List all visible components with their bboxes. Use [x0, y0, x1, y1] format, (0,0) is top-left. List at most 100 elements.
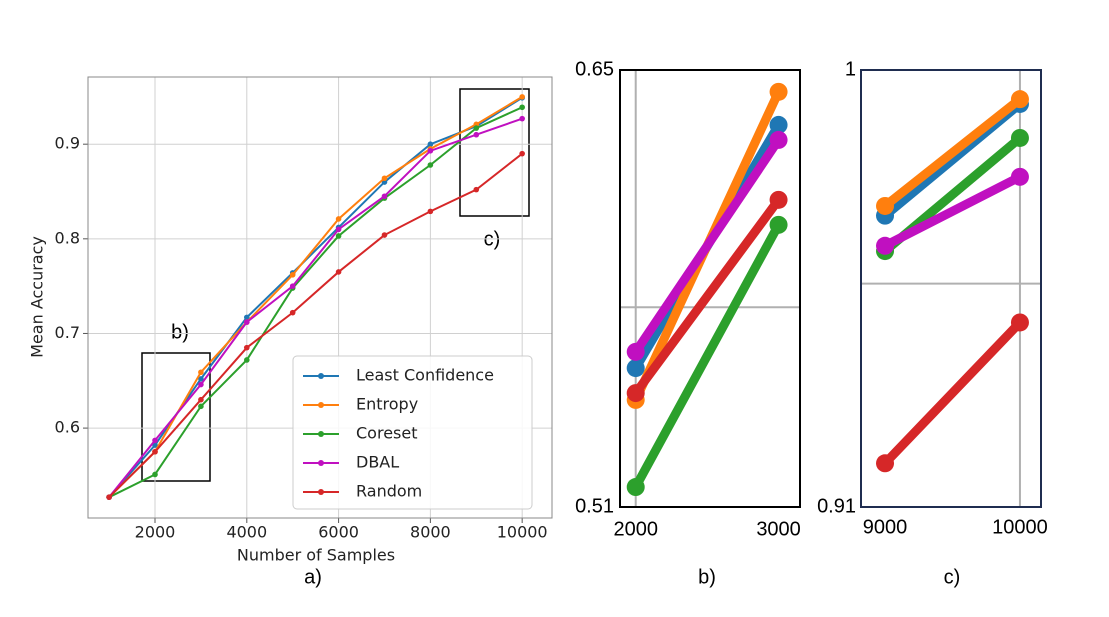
point	[152, 471, 158, 478]
point	[243, 319, 250, 325]
zoom-box-c	[459, 88, 530, 217]
legend-swatch	[318, 373, 324, 379]
point	[289, 283, 296, 289]
x-tick-label: 8000	[410, 523, 451, 542]
point	[626, 342, 645, 361]
series-line	[631, 135, 784, 357]
point	[473, 125, 480, 131]
y-tick-label: 0.7	[55, 323, 80, 342]
point	[1010, 313, 1029, 332]
y-tick-label: 0.51	[575, 495, 614, 517]
plot-frame	[860, 69, 1042, 508]
x-tick-label: 4000	[226, 523, 267, 542]
plot-frame	[619, 69, 801, 508]
series-line	[880, 94, 1025, 211]
point	[152, 442, 158, 448]
point	[769, 190, 788, 209]
legend-box	[292, 355, 533, 510]
point	[289, 271, 296, 278]
point	[626, 384, 645, 403]
point	[243, 314, 250, 321]
point	[381, 232, 388, 238]
point	[198, 376, 204, 382]
plot-frame	[87, 76, 553, 519]
point	[335, 216, 342, 222]
point	[519, 150, 525, 157]
series-line	[631, 220, 784, 492]
series-line	[880, 317, 1025, 468]
series-line	[108, 152, 524, 499]
x-tick-label: 6000	[318, 523, 359, 542]
series-line	[108, 106, 524, 499]
plot-area	[106, 94, 525, 500]
point	[1010, 167, 1029, 186]
point	[335, 226, 342, 233]
point	[243, 357, 250, 363]
point	[427, 141, 434, 147]
point	[198, 403, 204, 410]
legend-swatch	[318, 402, 324, 408]
legend-swatch	[318, 460, 324, 466]
y-tick-label: 0.91	[817, 495, 856, 517]
point	[243, 344, 250, 351]
point	[335, 233, 342, 239]
y-axis-label: Mean Accuracy	[28, 236, 47, 358]
point	[152, 448, 158, 455]
plot-area	[876, 90, 1029, 473]
point	[381, 193, 388, 200]
point	[876, 454, 895, 473]
point	[198, 396, 204, 403]
point	[519, 115, 525, 122]
legend-label: Entropy	[356, 395, 418, 414]
legend-swatch	[318, 431, 324, 437]
point	[519, 104, 525, 111]
panel-caption: a)	[304, 566, 322, 588]
y-tick-label: 1	[845, 58, 856, 80]
x-tick-label: 3000	[756, 518, 801, 540]
point	[626, 478, 645, 497]
zoom-box-b	[141, 352, 211, 482]
x-tick-label: 10000	[992, 516, 1048, 538]
legend-label: Least Confidence	[356, 366, 494, 385]
y-tick-label: 0.6	[55, 418, 80, 437]
plot-area	[626, 82, 788, 497]
x-axis-label: Number of Samples	[237, 546, 395, 565]
y-tick-label: 0.65	[575, 58, 614, 80]
legend-label: Random	[356, 482, 422, 501]
series-line	[108, 117, 524, 499]
x-tick-label: 10000	[497, 523, 548, 542]
point	[769, 130, 788, 149]
point	[1010, 128, 1029, 147]
point	[335, 269, 342, 275]
x-tick-label: 2000	[613, 518, 658, 540]
point	[769, 82, 788, 101]
point	[427, 148, 434, 154]
point	[473, 186, 480, 193]
point	[876, 236, 895, 255]
point	[289, 309, 296, 316]
point	[198, 381, 204, 388]
x-tick-label: 9000	[863, 516, 908, 538]
point	[473, 131, 480, 138]
panel-caption: b)	[698, 566, 716, 588]
point	[198, 369, 204, 376]
point	[519, 94, 525, 100]
series-line	[631, 195, 784, 398]
point	[876, 196, 895, 215]
point	[427, 208, 434, 215]
point	[152, 437, 158, 444]
point	[381, 175, 388, 182]
y-tick-label: 0.8	[55, 228, 80, 247]
point	[106, 494, 112, 500]
point	[1010, 90, 1029, 109]
point	[626, 359, 645, 378]
legend-label: DBAL	[356, 453, 399, 472]
annotation: b)	[171, 321, 189, 343]
point	[769, 215, 788, 234]
point	[769, 115, 788, 134]
series-line	[880, 172, 1025, 251]
legend-label: Coreset	[356, 424, 417, 443]
legend-swatch	[318, 489, 324, 495]
